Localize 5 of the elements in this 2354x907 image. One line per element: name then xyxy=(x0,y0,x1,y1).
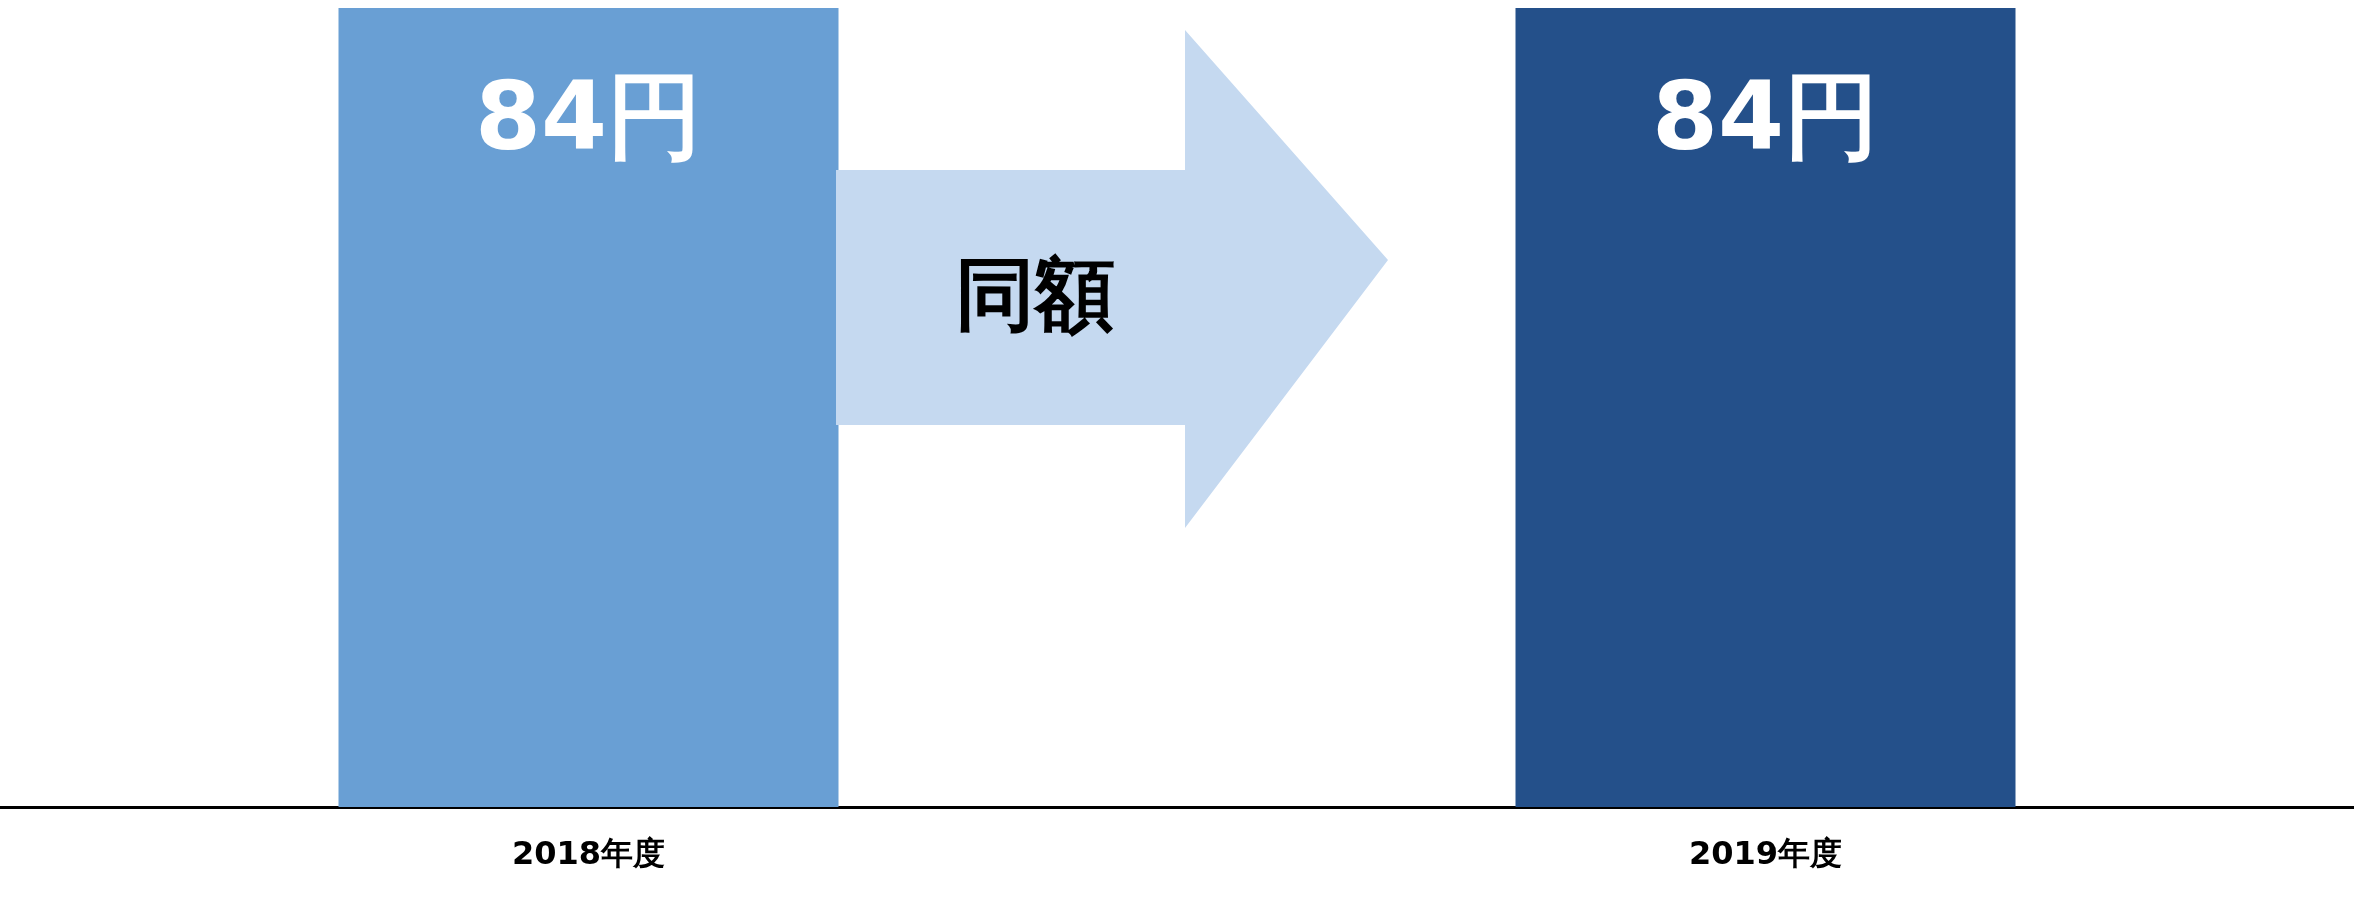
data-label: 84円 xyxy=(1651,60,1880,171)
data-label: 84円 xyxy=(474,60,703,171)
x-tick-label: 2019年度 xyxy=(1688,834,1843,872)
annotation: 同額 xyxy=(954,248,1116,341)
x-tick-label: 2018年度 xyxy=(511,834,666,872)
